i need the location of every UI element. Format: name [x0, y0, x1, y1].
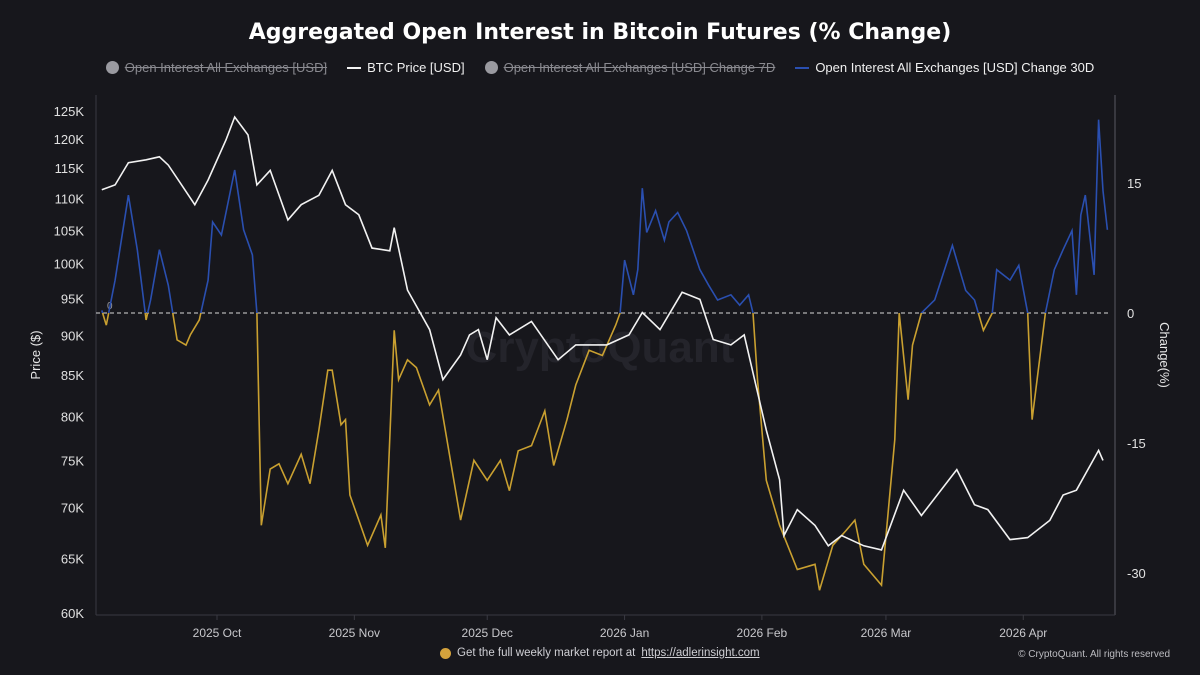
watermark: CryptoQuant — [466, 323, 735, 372]
y-left-tick-label: 60K — [61, 606, 84, 621]
copyright: © CryptoQuant. All rights reserved — [1018, 649, 1170, 660]
y-left-tick-label: 90K — [61, 329, 84, 344]
legend-label: BTC Price [USD] — [367, 60, 465, 75]
legend-item-change-30d[interactable]: Open Interest All Exchanges [USD] Change… — [795, 60, 1094, 75]
legend-dot-icon — [484, 61, 498, 74]
x-tick-label: 2025 Oct — [193, 626, 242, 640]
y-left-tick-label: 110K — [55, 191, 85, 206]
legend-dot-icon — [105, 61, 119, 74]
legend: Open Interest All Exchanges [USD] BTC Pr… — [0, 60, 1200, 75]
y-right-tick-label: -30 — [1127, 566, 1146, 581]
chart-title: Aggregated Open Interest in Bitcoin Futu… — [248, 20, 952, 45]
y-left-tick-label: 95K — [61, 292, 84, 307]
footer-link[interactable]: https://adlerinsight.com — [641, 647, 760, 659]
y-left-tick-label: 120K — [54, 132, 85, 147]
footer: Get the full weekly market report at htt… — [440, 647, 760, 659]
footer-dot-icon — [440, 647, 451, 659]
change-30d-line-negative — [101, 313, 1047, 591]
x-tick-label: 2026 Jan — [600, 626, 649, 640]
legend-item-btc-price[interactable]: BTC Price [USD] — [347, 60, 465, 75]
y-right-tick-label: -15 — [1127, 436, 1146, 451]
legend-label: Open Interest All Exchanges [USD] — [124, 60, 328, 75]
change-30d-line-positive — [101, 119, 1109, 313]
footer-text: Get the full weekly market report at — [457, 647, 636, 659]
btc-price-line — [101, 115, 1104, 551]
y-right-tick-label: 0 — [1127, 306, 1134, 321]
y-left-tick-label: 105K — [54, 223, 85, 238]
legend-item-open-interest[interactable]: Open Interest All Exchanges [USD] — [105, 60, 328, 75]
y-right-axis-label: Change(%) — [1157, 322, 1172, 388]
y-left-tick-label: 115K — [55, 161, 85, 176]
legend-item-change-7d[interactable]: Open Interest All Exchanges [USD] Change… — [484, 60, 776, 75]
y-left-tick-label: 65K — [61, 551, 84, 566]
y-left-tick-label: 70K — [61, 501, 84, 516]
y-left-tick-label: 85K — [61, 368, 84, 383]
x-tick-label: 2025 Nov — [329, 626, 380, 640]
x-tick-label: 2025 Dec — [462, 626, 513, 640]
x-tick-label: 2026 Apr — [999, 626, 1047, 640]
y-left-tick-label: 100K — [54, 257, 85, 272]
y-right-tick-label: 15 — [1127, 176, 1141, 191]
y-left-axis-label: Price ($) — [28, 330, 43, 379]
x-tick-label: 2026 Feb — [737, 626, 788, 640]
legend-label: Open Interest All Exchanges [USD] Change… — [815, 60, 1095, 75]
y-left-tick-label: 80K — [61, 409, 84, 424]
y-left-tick-label: 125K — [54, 104, 85, 119]
y-left-tick-label: 75K — [61, 453, 84, 468]
legend-line-icon — [795, 66, 810, 69]
legend-label: Open Interest All Exchanges [USD] Change… — [503, 60, 776, 75]
x-tick-label: 2026 Mar — [861, 626, 912, 640]
legend-line-icon — [347, 66, 362, 69]
